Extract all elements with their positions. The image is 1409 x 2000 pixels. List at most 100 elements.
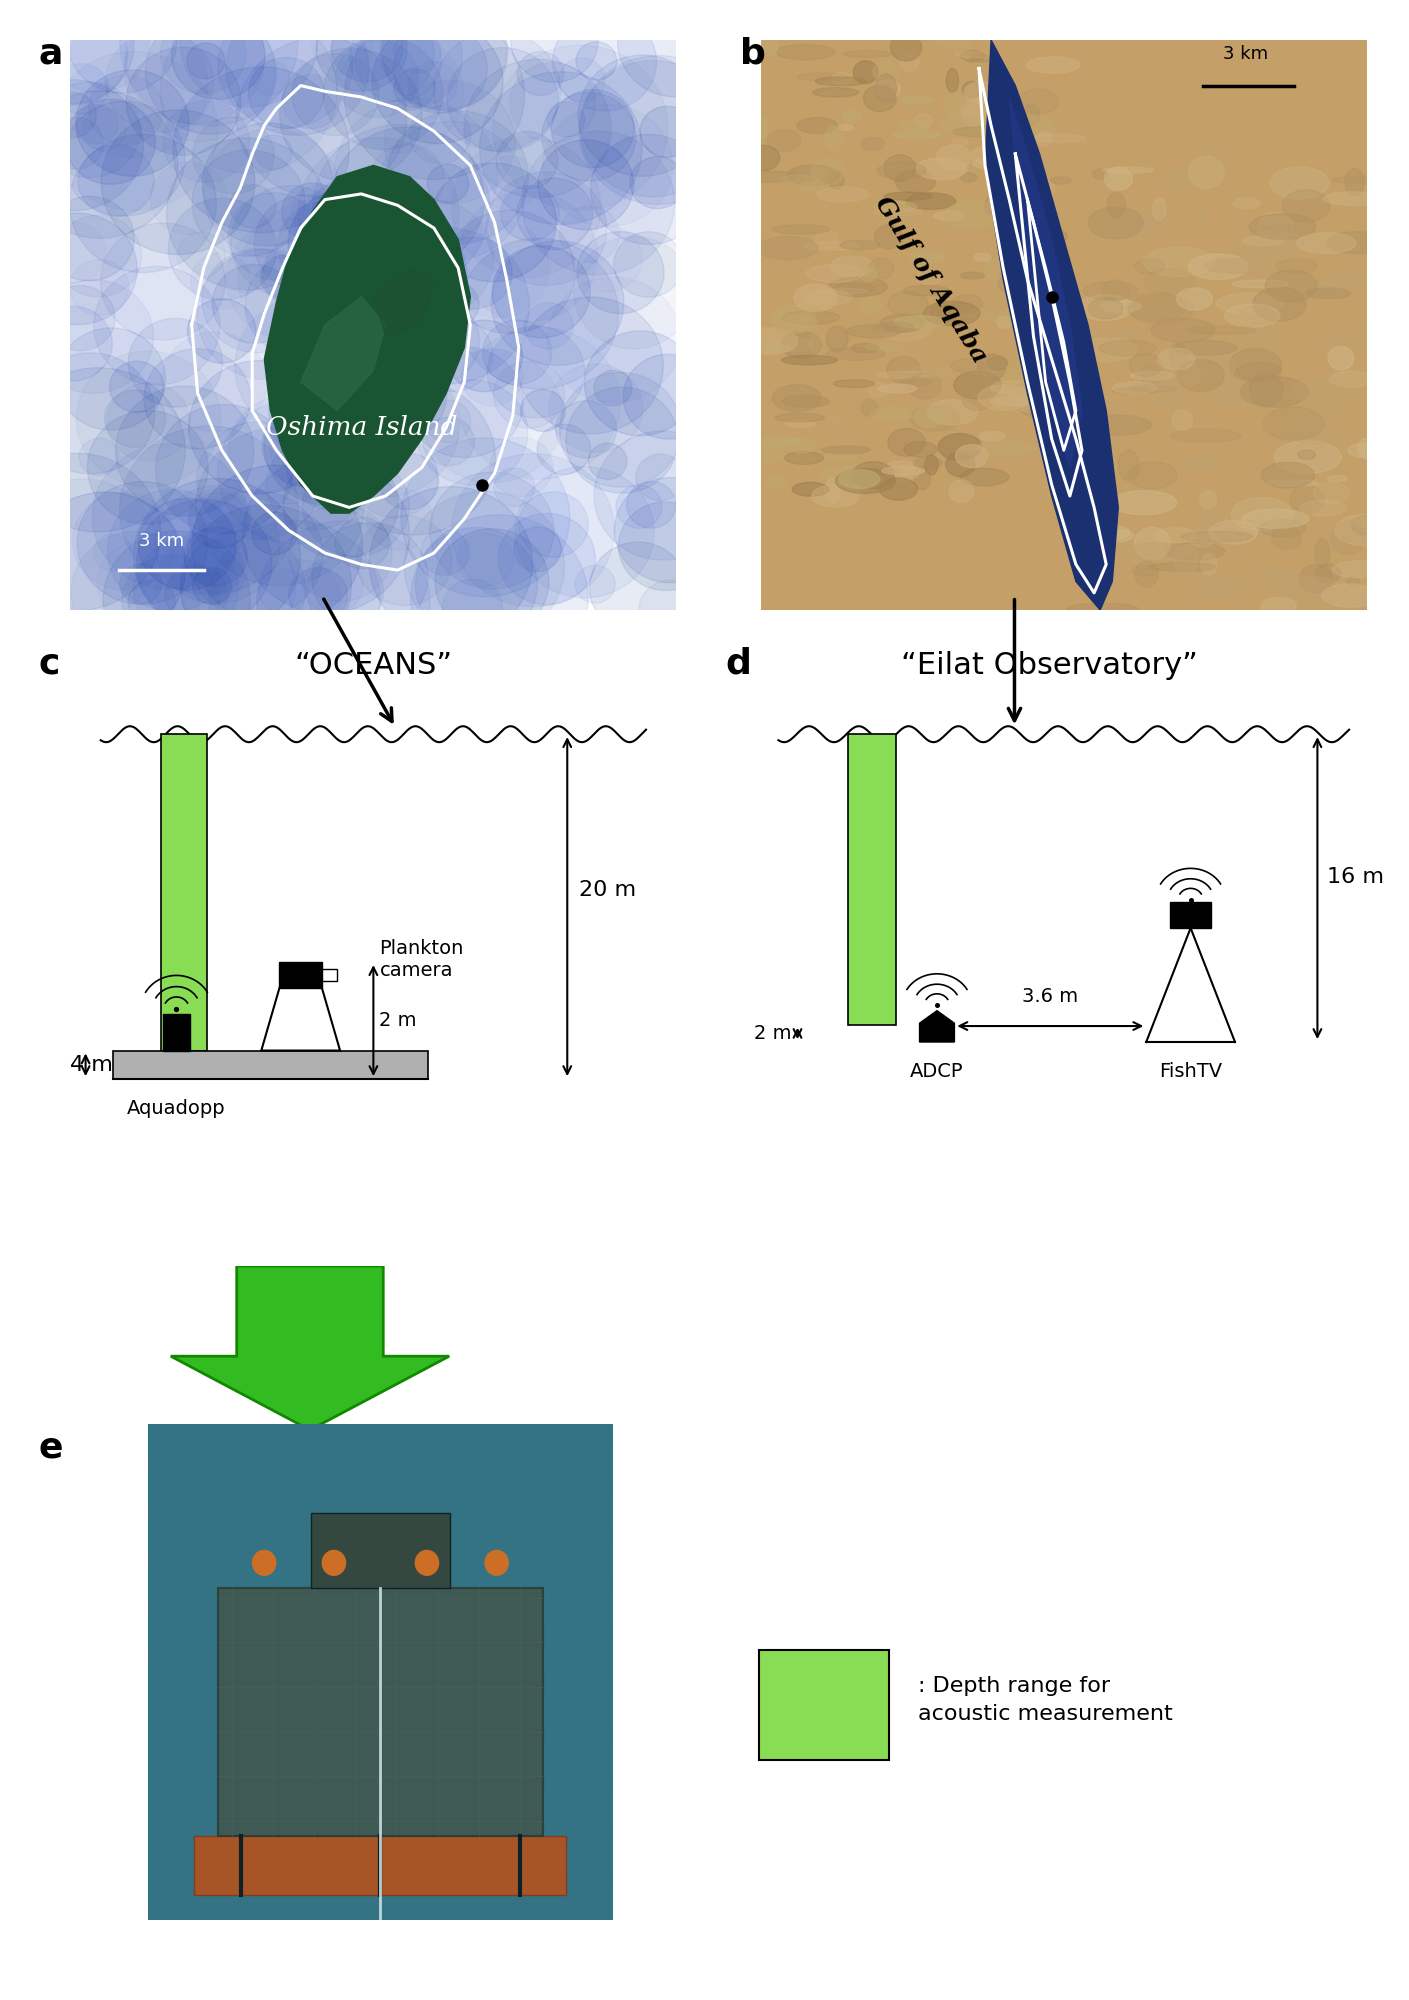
Ellipse shape — [1306, 410, 1340, 422]
Ellipse shape — [851, 344, 878, 352]
Ellipse shape — [782, 314, 817, 332]
Ellipse shape — [934, 220, 982, 228]
Ellipse shape — [874, 208, 923, 216]
Ellipse shape — [859, 268, 876, 282]
Circle shape — [581, 60, 726, 196]
Polygon shape — [148, 1696, 613, 1920]
Ellipse shape — [1019, 88, 1058, 114]
Circle shape — [248, 58, 324, 128]
Ellipse shape — [1333, 264, 1374, 288]
Circle shape — [331, 380, 496, 534]
Polygon shape — [148, 1448, 613, 1920]
Ellipse shape — [1250, 566, 1302, 586]
Circle shape — [21, 90, 178, 238]
Ellipse shape — [782, 396, 830, 408]
Circle shape — [307, 556, 383, 628]
Circle shape — [48, 118, 103, 170]
Circle shape — [442, 580, 503, 636]
Ellipse shape — [1067, 604, 1138, 616]
Ellipse shape — [1074, 338, 1137, 362]
Circle shape — [323, 1550, 345, 1576]
Ellipse shape — [821, 446, 871, 454]
Circle shape — [173, 66, 349, 232]
Ellipse shape — [1224, 304, 1279, 328]
Ellipse shape — [817, 186, 868, 202]
Ellipse shape — [1240, 376, 1308, 408]
Circle shape — [128, 580, 175, 624]
Circle shape — [11, 368, 185, 532]
Polygon shape — [148, 1486, 613, 1920]
Circle shape — [110, 362, 163, 412]
Ellipse shape — [982, 376, 1040, 400]
Circle shape — [263, 238, 338, 308]
Ellipse shape — [1223, 528, 1241, 554]
Text: 16 m: 16 m — [1327, 866, 1384, 886]
Ellipse shape — [1036, 132, 1051, 146]
Ellipse shape — [1188, 578, 1250, 598]
Circle shape — [458, 238, 619, 388]
Circle shape — [638, 580, 702, 640]
Ellipse shape — [1315, 538, 1330, 568]
Circle shape — [218, 2, 352, 128]
Polygon shape — [148, 1586, 613, 1920]
Ellipse shape — [1188, 254, 1248, 280]
Circle shape — [120, 564, 162, 604]
Ellipse shape — [882, 466, 924, 474]
Circle shape — [430, 162, 557, 282]
Ellipse shape — [1136, 560, 1158, 586]
Ellipse shape — [1150, 380, 1186, 408]
Circle shape — [464, 60, 612, 198]
Circle shape — [444, 210, 575, 334]
Ellipse shape — [1033, 134, 1085, 142]
Circle shape — [0, 454, 161, 610]
Circle shape — [180, 504, 351, 666]
Ellipse shape — [1107, 192, 1126, 218]
Circle shape — [101, 110, 255, 254]
Circle shape — [344, 10, 524, 180]
Circle shape — [138, 498, 235, 590]
Circle shape — [180, 530, 306, 648]
Circle shape — [352, 436, 438, 518]
Ellipse shape — [1131, 566, 1158, 576]
Text: b: b — [740, 36, 765, 70]
Circle shape — [555, 400, 617, 458]
Circle shape — [493, 468, 535, 506]
Text: 4 m: 4 m — [70, 1054, 113, 1074]
Circle shape — [538, 140, 634, 230]
Circle shape — [231, 186, 349, 298]
Ellipse shape — [761, 36, 778, 56]
Ellipse shape — [1291, 486, 1324, 514]
Ellipse shape — [961, 104, 1014, 120]
Ellipse shape — [875, 372, 936, 378]
Circle shape — [44, 196, 134, 280]
Circle shape — [595, 430, 731, 560]
Circle shape — [496, 132, 558, 190]
Text: 3 km: 3 km — [1223, 44, 1268, 62]
Polygon shape — [148, 1772, 613, 1920]
Circle shape — [65, 100, 155, 184]
Bar — [848, 734, 896, 1024]
Ellipse shape — [960, 272, 985, 278]
Circle shape — [614, 232, 683, 298]
Circle shape — [20, 4, 128, 104]
Bar — [310, 1514, 449, 1588]
Ellipse shape — [1105, 168, 1133, 190]
Ellipse shape — [1110, 490, 1177, 514]
Ellipse shape — [906, 192, 955, 210]
Circle shape — [479, 72, 643, 224]
Ellipse shape — [1117, 450, 1138, 480]
Ellipse shape — [1253, 288, 1306, 322]
Ellipse shape — [1319, 332, 1341, 344]
Ellipse shape — [1099, 340, 1155, 356]
Circle shape — [331, 6, 434, 102]
Ellipse shape — [995, 124, 1024, 142]
Ellipse shape — [909, 372, 941, 398]
Text: ADCP: ADCP — [910, 1062, 964, 1080]
Ellipse shape — [1277, 258, 1317, 274]
Text: Plankton
camera: Plankton camera — [379, 938, 464, 980]
Ellipse shape — [978, 384, 1030, 410]
Circle shape — [426, 400, 471, 442]
Ellipse shape — [1299, 500, 1347, 516]
Circle shape — [187, 488, 251, 548]
Ellipse shape — [785, 452, 823, 464]
